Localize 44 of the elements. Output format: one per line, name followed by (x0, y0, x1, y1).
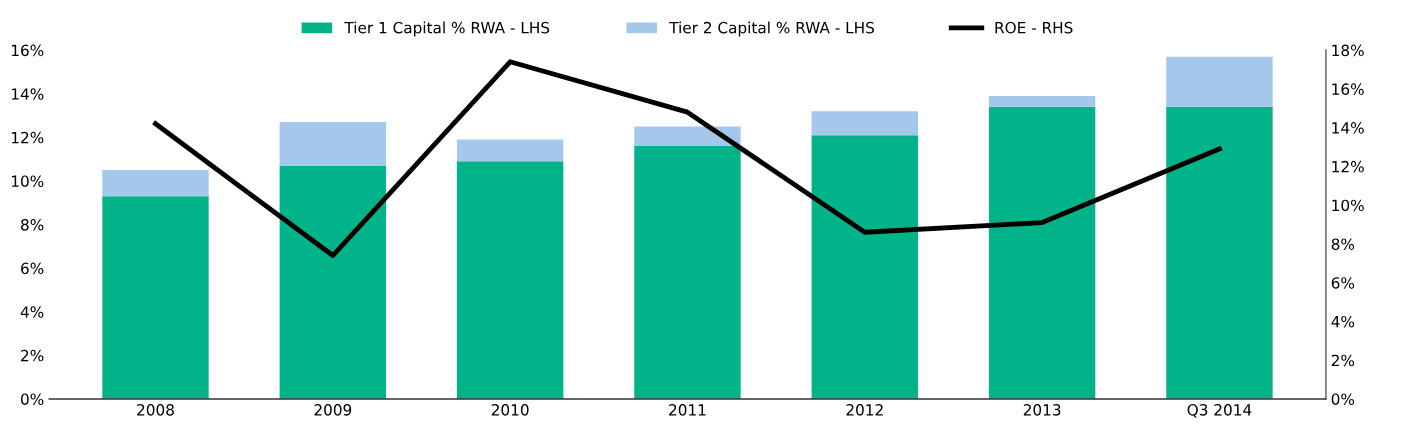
x-tick-label: 2011 (669, 404, 706, 416)
x-tick-label: 2008 (137, 404, 174, 416)
y2-tick-label: 0% (1331, 393, 1355, 405)
y2-tick-label: 4% (1331, 315, 1355, 328)
bar (279, 122, 387, 166)
bar (811, 111, 918, 136)
legend-label: ROE - RHS (995, 21, 1073, 34)
legend-label: Tier 2 Capital % RWA - LHS (669, 21, 874, 37)
x-tick-label: 2010 (491, 404, 529, 416)
y2-tick-label: 8% (1331, 238, 1355, 250)
bar (102, 196, 209, 399)
bar (634, 126, 741, 147)
bar (456, 139, 564, 162)
y2-tick-label: 16% (1332, 83, 1364, 95)
y2-tick-label: 12% (1332, 160, 1364, 173)
bar (1166, 56, 1273, 107)
x-tick-label: 2012 (846, 404, 883, 416)
x-tick-label: Q3 2014 (1187, 404, 1252, 418)
bar (1166, 106, 1273, 399)
x-tick-label: 2009 (314, 404, 352, 416)
bar (988, 95, 1096, 107)
y2-tick-label: 14% (1332, 122, 1364, 134)
y2-tick-label: 10% (1332, 199, 1364, 212)
y2-tick-label: 18% (1332, 44, 1364, 57)
y-tick-label: 6% (21, 262, 44, 275)
y-tick-label: 12% (11, 131, 44, 144)
bar (634, 146, 741, 399)
bar (988, 106, 1096, 399)
y-tick-label: 0% (21, 393, 44, 405)
y2-tick-label: 6% (1331, 277, 1355, 289)
y-tick-label: 2% (21, 349, 44, 362)
bar (811, 135, 918, 399)
y-tick-label: 14% (11, 88, 44, 100)
y2-tick-label: 2% (1331, 354, 1355, 367)
x-tick-label: 2013 (1023, 404, 1061, 416)
y-tick-label: 10% (11, 175, 44, 187)
y-tick-label: 16% (11, 44, 44, 57)
legend-label: Tier 1 Capital % RWA - LHS (344, 21, 550, 37)
bar (102, 170, 209, 197)
line-series (153, 59, 1222, 258)
y-tick-label: 8% (21, 219, 44, 231)
bar (456, 161, 564, 399)
y-tick-label: 4% (20, 306, 44, 318)
bar (279, 165, 387, 399)
